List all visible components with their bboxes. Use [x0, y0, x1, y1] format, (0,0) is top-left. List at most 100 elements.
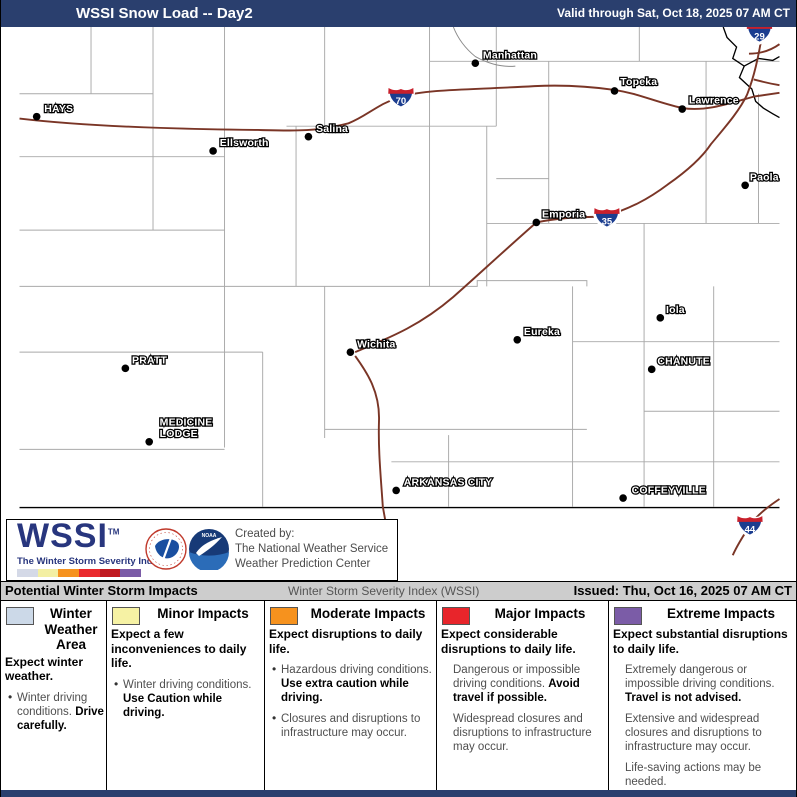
moderate-item-2: Closures and disruptions to infrastructu… — [269, 711, 434, 740]
extreme-item-2: Extensive and widespread closures and di… — [625, 713, 762, 754]
extreme-item-1: Extremely dangerous or impossible drivin… — [625, 664, 775, 705]
legend-column-extreme: Extreme Impacts Expect substantial disru… — [608, 601, 796, 790]
moderate-title: Moderate Impacts — [310, 606, 426, 621]
wssi-tagline: The Winter Storm Severity Index — [17, 556, 164, 567]
org-line-1: The National Weather Service — [235, 542, 389, 555]
state-boundaries — [19, 27, 780, 509]
extreme-title: Extreme Impacts — [666, 606, 776, 621]
i44-shield: 44 — [735, 513, 765, 538]
info-bar-subtitle: Winter Storm Severity Index (WSSI) — [288, 584, 480, 598]
legend-column-minor: Minor Impacts Expect a few inconvenience… — [106, 601, 264, 790]
info-bar: Potential Winter Storm Impacts Winter St… — [1, 581, 796, 601]
major-swatch — [442, 607, 470, 625]
city-dot-arkansas-city — [392, 486, 400, 495]
city-label-manhattan: Manhattan — [483, 50, 537, 61]
severity-color-strip — [17, 569, 142, 577]
strip-minor — [37, 569, 59, 577]
strip-major — [79, 569, 100, 577]
trademark-symbol: TM — [107, 527, 120, 537]
extreme-item-3: Life-saving actions may be needed. — [625, 762, 762, 789]
city-dot-manhattan — [471, 59, 480, 68]
bottom-bar — [1, 790, 796, 797]
svg-text:44: 44 — [745, 524, 756, 535]
moderate-swatch — [270, 607, 298, 625]
city-label-chanute: CHANUTE — [657, 357, 710, 368]
city-dot-salina — [304, 132, 313, 141]
created-by-label: Created by: — [235, 528, 295, 540]
strip-extreme — [120, 569, 142, 577]
strip-winter-weather — [17, 569, 38, 577]
extreme-swatch — [614, 607, 642, 625]
city-dot-chanute — [647, 365, 656, 374]
city-label-eureka: Eureka — [524, 327, 560, 338]
strip-major-dark — [99, 569, 121, 577]
legend-column-winter-weather: Winter Weather Area Expect winter weathe… — [1, 601, 106, 790]
issued-label: Issued: Thu, Oct 16, 2025 07 AM CT — [573, 583, 792, 598]
city-dot-hays — [32, 112, 41, 121]
city-label-coffeyville: COFFEYVILLE — [632, 485, 706, 496]
major-item-1: Dangerous or impossible driving conditio… — [453, 664, 581, 705]
legend-column-major: Major Impacts Expect considerable disrup… — [436, 601, 608, 790]
extreme-summary: Expect substantial disruptions to daily … — [613, 627, 788, 656]
city-dot-eureka — [513, 335, 522, 344]
minor-item: Winter driving conditions. Use Caution w… — [111, 677, 262, 720]
org-line-2: Weather Prediction Center — [235, 557, 371, 570]
svg-text:35: 35 — [602, 216, 613, 227]
page-title: WSSI Snow Load -- Day2 — [76, 5, 253, 22]
i70-shield: 70 — [386, 85, 416, 110]
wssi-wordmark: WSSITM — [17, 517, 120, 555]
city-label-pratt: PRATT — [132, 356, 167, 367]
winter-weather-item: Winter driving conditions. Drive careful… — [5, 690, 104, 733]
credits-box: WSSITM The Winter Storm Severity Index N… — [6, 517, 398, 581]
city-dot-pratt — [121, 364, 130, 373]
city-label-emporia: Emporia — [542, 210, 585, 221]
city-label-hays: HAYS — [44, 104, 73, 115]
city-label-medicine-lodge-line2: LODGE — [160, 429, 198, 440]
svg-text:29: 29 — [754, 31, 765, 42]
city-dot-paola — [741, 181, 749, 190]
impacts-legend: Winter Weather Area Expect winter weathe… — [1, 601, 796, 790]
i29-shield: 29 — [745, 27, 774, 45]
city-label-salina: Salina — [316, 124, 348, 135]
city-label-paola: Paola — [750, 173, 779, 184]
city-dot-lawrence — [678, 105, 687, 113]
valid-through-label: Valid through Sat, Oct 18, 2025 07 AM CT — [557, 6, 790, 20]
county-boundaries — [19, 27, 780, 507]
map-area[interactable]: 70 35 44 29 HAYS Ellswor — [1, 27, 796, 581]
kansas-map: 70 35 44 29 HAYS Ellswor — [19, 27, 781, 556]
winter-weather-title: Winter Weather Area — [44, 606, 98, 653]
major-summary: Expect considerable disruptions to daily… — [441, 627, 576, 656]
nws-logo-icon — [145, 528, 187, 570]
city-label-arkansas-city: ARKANSAS CITY — [404, 478, 493, 489]
city-dot-medicine-lodge — [145, 437, 154, 446]
minor-swatch — [112, 607, 140, 625]
city-dot-ellsworth — [209, 147, 217, 155]
city-dot-coffeyville — [619, 494, 627, 502]
city-label-wichita: Wichita — [357, 339, 395, 350]
svg-text:70: 70 — [396, 96, 407, 107]
major-title: Major Impacts — [494, 606, 586, 621]
river-line — [452, 27, 516, 67]
city-label-iola: Iola — [666, 305, 685, 316]
created-by-block: Created by: The National Weather Service… — [235, 527, 388, 572]
winter-weather-swatch — [6, 607, 34, 625]
moderate-item-1: Hazardous driving conditions. Use extra … — [269, 662, 434, 705]
noaa-logo-icon: NOAA — [189, 529, 229, 570]
major-item-2: Widespread closures and disruptions to i… — [453, 713, 592, 754]
i35-shield: 35 — [592, 205, 622, 230]
strip-moderate — [58, 569, 80, 577]
minor-title: Minor Impacts — [157, 606, 249, 621]
noaa-logo-text: NOAA — [202, 533, 217, 539]
minor-summary: Expect a few inconveniences to daily lif… — [111, 627, 247, 671]
city-dot-topeka — [610, 87, 619, 95]
city-dot-iola — [656, 314, 665, 322]
winter-weather-summary: Expect winter weather. — [5, 654, 84, 684]
city-label-topeka: Topeka — [620, 77, 657, 88]
city-label-lawrence: Lawrence — [689, 95, 739, 106]
moderate-summary: Expect disruptions to daily life. — [269, 627, 423, 656]
title-bar: WSSI Snow Load -- Day2 Valid through Sat… — [1, 0, 796, 27]
legend-column-moderate: Moderate Impacts Expect disruptions to d… — [264, 601, 436, 790]
city-label-medicine-lodge-line1: MEDICINE — [160, 418, 213, 429]
city-dot-wichita — [346, 348, 355, 356]
